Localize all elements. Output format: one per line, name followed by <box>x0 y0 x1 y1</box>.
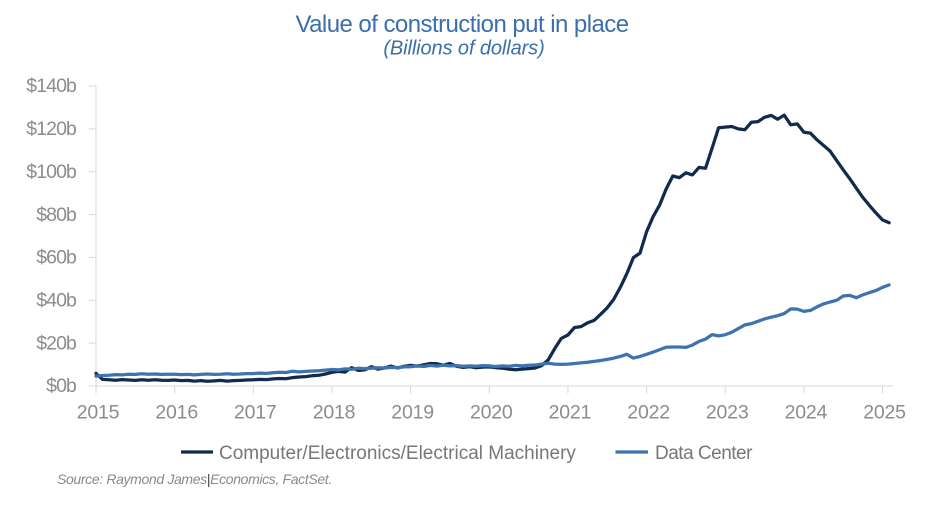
svg-text:2020: 2020 <box>470 402 513 424</box>
svg-text:(Billions of dollars): (Billions of dollars) <box>383 38 544 60</box>
svg-text:$120b: $120b <box>26 118 77 140</box>
svg-text:Value of construction put in p: Value of construction put in place <box>295 11 628 38</box>
svg-text:$20b: $20b <box>36 332 77 354</box>
svg-text:$140b: $140b <box>26 75 77 97</box>
svg-text:2018: 2018 <box>313 402 356 424</box>
svg-text:$100b: $100b <box>26 161 77 183</box>
svg-text:2025: 2025 <box>863 402 906 424</box>
svg-text:2021: 2021 <box>549 402 592 424</box>
svg-text:2016: 2016 <box>155 402 198 424</box>
svg-text:2022: 2022 <box>627 402 670 424</box>
svg-text:Data Center: Data Center <box>655 443 753 464</box>
svg-text:2017: 2017 <box>234 402 277 424</box>
svg-text:$40b: $40b <box>36 289 77 311</box>
svg-text:$0b: $0b <box>46 375 77 397</box>
svg-text:Source: Raymond James|Economic: Source: Raymond James|Economics, FactSet… <box>57 471 332 487</box>
svg-text:Computer/Electronics/Electrica: Computer/Electronics/Electrical Machiner… <box>219 443 576 464</box>
svg-text:2019: 2019 <box>391 402 434 424</box>
svg-text:2015: 2015 <box>77 402 120 424</box>
svg-text:2024: 2024 <box>785 402 828 424</box>
svg-text:2023: 2023 <box>706 402 749 424</box>
svg-text:$80b: $80b <box>36 204 77 226</box>
svg-text:$60b: $60b <box>36 247 77 269</box>
